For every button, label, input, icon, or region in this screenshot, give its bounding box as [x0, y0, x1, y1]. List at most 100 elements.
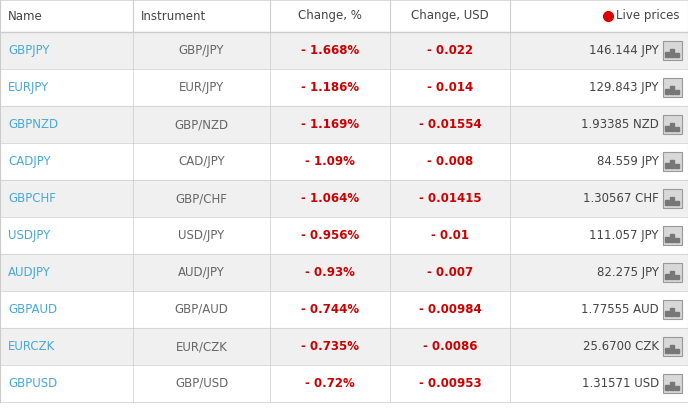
FancyBboxPatch shape [663, 300, 682, 319]
Bar [670, 308, 674, 316]
Bar [665, 274, 669, 279]
Text: AUDJPY: AUDJPY [8, 266, 51, 279]
Bar [0, 180, 688, 217]
Text: USDJPY: USDJPY [8, 229, 50, 242]
Text: AUD/JPY: AUD/JPY [178, 266, 225, 279]
Text: - 0.01554: - 0.01554 [418, 118, 482, 131]
Text: - 1.064%: - 1.064% [301, 192, 359, 205]
Text: GBP/USD: GBP/USD [175, 377, 228, 390]
FancyBboxPatch shape [663, 189, 682, 208]
Text: - 0.956%: - 0.956% [301, 229, 359, 242]
Bar [665, 385, 669, 390]
Text: - 1.668%: - 1.668% [301, 44, 359, 57]
FancyBboxPatch shape [663, 226, 682, 245]
Text: Live prices: Live prices [616, 9, 680, 22]
FancyBboxPatch shape [663, 374, 682, 393]
Text: - 0.735%: - 0.735% [301, 340, 359, 353]
Bar [665, 51, 669, 57]
FancyBboxPatch shape [663, 78, 682, 97]
Text: EUR/CZK: EUR/CZK [175, 340, 228, 353]
Bar [670, 234, 674, 242]
Text: - 0.93%: - 0.93% [305, 266, 355, 279]
Text: CAD/JPY: CAD/JPY [178, 155, 225, 168]
Bar [670, 49, 674, 57]
Bar [670, 160, 674, 168]
Bar [675, 201, 678, 205]
Bar [0, 32, 688, 69]
FancyBboxPatch shape [663, 115, 682, 134]
Text: EURCZK: EURCZK [8, 340, 55, 353]
Text: GBP/CHF: GBP/CHF [175, 192, 228, 205]
Text: - 0.007: - 0.007 [427, 266, 473, 279]
Bar [665, 89, 669, 94]
Text: 129.843 JPY: 129.843 JPY [589, 81, 659, 94]
Text: Change, %: Change, % [298, 9, 362, 22]
Text: GBP/JPY: GBP/JPY [179, 44, 224, 57]
Text: 82.275 JPY: 82.275 JPY [596, 266, 659, 279]
Text: GBPCHF: GBPCHF [8, 192, 56, 205]
Text: GBP/NZD: GBP/NZD [175, 118, 228, 131]
Bar [670, 382, 674, 390]
Bar [675, 386, 678, 390]
Bar [675, 53, 678, 57]
Bar [0, 143, 688, 180]
Bar [675, 275, 678, 279]
Text: GBPNZD: GBPNZD [8, 118, 58, 131]
Bar [675, 127, 678, 131]
Text: 84.559 JPY: 84.559 JPY [597, 155, 659, 168]
Bar [675, 238, 678, 242]
Bar [675, 90, 678, 94]
Bar [665, 163, 669, 168]
Text: - 0.744%: - 0.744% [301, 303, 359, 316]
FancyBboxPatch shape [663, 41, 682, 60]
Bar [0, 365, 688, 402]
FancyBboxPatch shape [663, 152, 682, 171]
Text: - 1.09%: - 1.09% [305, 155, 355, 168]
Bar [0, 217, 688, 254]
Text: GBPAUD: GBPAUD [8, 303, 57, 316]
Bar [0, 254, 688, 291]
Text: 111.057 JPY: 111.057 JPY [589, 229, 659, 242]
Bar [665, 200, 669, 205]
Text: - 1.186%: - 1.186% [301, 81, 359, 94]
FancyBboxPatch shape [663, 337, 682, 356]
Text: GBPJPY: GBPJPY [8, 44, 50, 57]
Bar [665, 348, 669, 353]
Text: 146.144 JPY: 146.144 JPY [589, 44, 659, 57]
Text: GBPUSD: GBPUSD [8, 377, 57, 390]
Text: 1.77555 AUD: 1.77555 AUD [581, 303, 659, 316]
Bar [675, 349, 678, 353]
Bar [0, 291, 688, 328]
Text: 1.93385 NZD: 1.93385 NZD [581, 118, 659, 131]
Text: - 1.169%: - 1.169% [301, 118, 359, 131]
Text: - 0.01: - 0.01 [431, 229, 469, 242]
Text: 25.6700 CZK: 25.6700 CZK [583, 340, 659, 353]
Bar [670, 345, 674, 353]
Bar [670, 271, 674, 279]
Text: - 0.014: - 0.014 [427, 81, 473, 94]
Text: Change, USD: Change, USD [411, 9, 489, 22]
Text: - 0.0086: - 0.0086 [422, 340, 477, 353]
Bar [665, 310, 669, 316]
Bar [0, 328, 688, 365]
Text: CADJPY: CADJPY [8, 155, 51, 168]
Text: 1.31571 USD: 1.31571 USD [581, 377, 659, 390]
Bar [665, 237, 669, 242]
Text: 1.30567 CHF: 1.30567 CHF [583, 192, 659, 205]
Text: EUR/JPY: EUR/JPY [179, 81, 224, 94]
Bar [675, 312, 678, 316]
Text: Name: Name [8, 9, 43, 22]
Text: - 0.01415: - 0.01415 [419, 192, 482, 205]
Bar [665, 126, 669, 131]
FancyBboxPatch shape [663, 263, 682, 282]
Text: - 0.00953: - 0.00953 [419, 377, 482, 390]
Text: USD/JPY: USD/JPY [178, 229, 224, 242]
Text: Instrument: Instrument [141, 9, 206, 22]
Text: - 0.72%: - 0.72% [305, 377, 355, 390]
Text: - 0.008: - 0.008 [427, 155, 473, 168]
Text: - 0.00984: - 0.00984 [418, 303, 482, 316]
Bar [0, 69, 688, 106]
Bar [670, 123, 674, 131]
Text: GBP/AUD: GBP/AUD [175, 303, 228, 316]
Text: EURJPY: EURJPY [8, 81, 50, 94]
